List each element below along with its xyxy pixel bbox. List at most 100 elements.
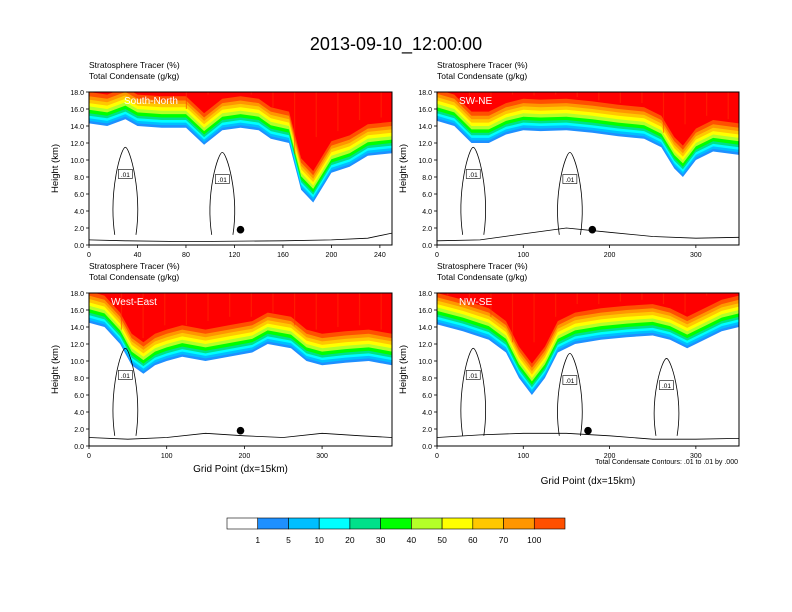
x-axis-label: Grid Point (dx=15km) <box>193 464 288 475</box>
x-tick-label: 200 <box>604 252 616 259</box>
y-tick-label: 2.0 <box>74 427 84 434</box>
contour-label-box <box>118 370 133 380</box>
y-tick-label: 0.0 <box>422 444 432 451</box>
x-tick-label: 100 <box>517 252 529 259</box>
panel-title-tracer: Stratosphere Tracer (%) <box>437 261 528 271</box>
colorbar-box <box>288 517 320 530</box>
y-tick-label: 4.0 <box>422 410 432 417</box>
y-tick-label: 14.0 <box>418 325 432 332</box>
x-tick-label: 160 <box>277 252 289 259</box>
y-tick-label: 16.0 <box>418 308 432 315</box>
colorbar-label: 30 <box>376 535 386 545</box>
y-axis-label: Height (km) <box>398 144 409 193</box>
panel-title-tracer: Stratosphere Tracer (%) <box>89 261 180 271</box>
panel-frame <box>88 91 393 246</box>
panel-1: .01 .01 South-North Stratosphere Tracer (%)… <box>50 60 393 259</box>
y-tick-label: 14.0 <box>70 325 84 332</box>
contour-label: .01 <box>218 177 227 184</box>
y-tick-label: 4.0 <box>74 209 84 216</box>
panel-2: .01 .01 SW-NE Stratosphere Tracer (%)Total … <box>398 60 740 259</box>
y-axis-label: Height (km) <box>50 345 61 394</box>
x-tick-label: 200 <box>326 252 338 259</box>
contour-label-box <box>465 370 481 380</box>
figure-title: 2013-09-10_12:00:00 <box>310 34 482 55</box>
contour-label-box <box>562 375 578 385</box>
colorbar-label: 20 <box>345 535 355 545</box>
colorbar-box <box>318 517 351 530</box>
colorbar-label: 40 <box>407 535 417 545</box>
x-tick-label: 0 <box>435 453 439 460</box>
x-tick-label: 120 <box>229 252 241 259</box>
contour-label-box <box>562 174 578 184</box>
colorbar-label: 100 <box>527 535 541 545</box>
colorbar-label: 60 <box>468 535 478 545</box>
colorbar-box <box>349 517 381 530</box>
colorbar-label: 10 <box>314 535 324 545</box>
colorbar-label: 70 <box>499 535 509 545</box>
contour-label: .01 <box>121 172 130 179</box>
colorbar-box <box>503 517 535 530</box>
colorbar-label: 5 <box>286 535 291 545</box>
x-tick-label: 300 <box>690 252 702 259</box>
colorbar-box <box>226 517 259 530</box>
contour-label-box <box>215 174 230 184</box>
y-tick-label: 8.0 <box>422 175 432 182</box>
contour-label-box <box>465 169 481 179</box>
y-tick-label: 10.0 <box>418 359 432 366</box>
x-tick-label: 300 <box>690 453 702 460</box>
y-tick-label: 12.0 <box>70 141 84 148</box>
y-tick-label: 6.0 <box>74 393 84 400</box>
panel-3: .01 West-East Stratosphere Tracer (%)Total… <box>50 261 393 475</box>
y-tick-label: 18.0 <box>418 90 432 97</box>
panel-title-condensate: Total Condensate (g/kg) <box>89 272 179 282</box>
panel-label: NW-SE <box>459 297 492 308</box>
x-axis-label: Grid Point (dx=15km) <box>541 476 636 487</box>
colorbar-box <box>472 517 504 530</box>
y-tick-label: 2.0 <box>74 226 84 233</box>
location-marker <box>588 225 597 234</box>
contour-label: .01 <box>662 383 671 390</box>
terrain-line <box>89 432 392 440</box>
condensate-contour <box>460 347 486 436</box>
condensate-contour <box>112 347 139 436</box>
y-tick-label: 12.0 <box>418 141 432 148</box>
y-tick-label: 12.0 <box>418 342 432 349</box>
contour-label: .01 <box>121 373 130 380</box>
panel-title-condensate: Total Condensate (g/kg) <box>89 71 179 81</box>
location-marker <box>236 225 245 234</box>
location-marker <box>236 426 245 435</box>
y-tick-label: 2.0 <box>422 226 432 233</box>
colorbar-label: 1 <box>255 535 260 545</box>
x-tick-label: 200 <box>239 453 251 460</box>
panel-label: SW-NE <box>459 96 492 107</box>
panels: .01 .01 South-North Stratosphere Tracer (%)… <box>50 60 740 487</box>
terrain-line <box>89 232 392 243</box>
tracer-band-10 <box>445 92 739 146</box>
y-tick-label: 6.0 <box>74 192 84 199</box>
y-tick-label: 4.0 <box>422 209 432 216</box>
y-tick-label: 10.0 <box>70 158 84 165</box>
panel-label: South-North <box>124 96 178 107</box>
x-tick-label: 240 <box>374 252 386 259</box>
y-tick-label: 18.0 <box>418 291 432 298</box>
x-tick-label: 300 <box>316 453 328 460</box>
panel-title-condensate: Total Condensate (g/kg) <box>437 71 527 81</box>
plot-area: .01 .01 <box>89 92 392 245</box>
contour-label: .01 <box>469 172 478 179</box>
x-tick-label: 0 <box>87 252 91 259</box>
contour-label: .01 <box>469 373 478 380</box>
y-tick-label: 8.0 <box>74 175 84 182</box>
x-tick-label: 200 <box>604 453 616 460</box>
y-tick-label: 6.0 <box>422 393 432 400</box>
contour-label: .01 <box>565 378 574 385</box>
colorbar-box <box>380 517 412 530</box>
location-marker <box>584 426 592 435</box>
y-axis-label: Height (km) <box>398 345 409 394</box>
y-tick-label: 14.0 <box>70 124 84 131</box>
contour-label: .01 <box>565 177 574 184</box>
contour-label-box <box>118 169 133 179</box>
y-tick-label: 14.0 <box>418 124 432 131</box>
panel-title-condensate: Total Condensate (g/kg) <box>437 272 527 282</box>
y-tick-label: 8.0 <box>422 376 432 383</box>
